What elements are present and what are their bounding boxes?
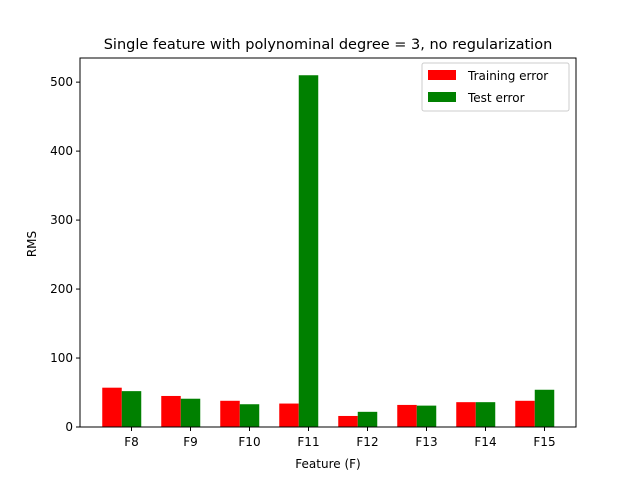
x-tick-label-f8: F8 (124, 435, 139, 449)
test-error-bar-f11 (298, 75, 319, 428)
x-tick-label-f9: F9 (183, 435, 198, 449)
training-error-bar-f12 (338, 415, 358, 427)
legend-swatch-training-error (428, 70, 456, 80)
y-axis-label: RMS (25, 231, 39, 257)
training-error-bar-f10 (220, 400, 240, 427)
plot-frame (79, 57, 577, 428)
x-tick-label-f11: F11 (297, 435, 319, 449)
legend-swatch-test-error (428, 92, 456, 102)
test-error-bar-f8 (121, 391, 142, 427)
test-error-bar-f15 (534, 389, 555, 427)
test-error-bar-f12 (357, 411, 378, 427)
test-error-bar-f13 (416, 405, 437, 427)
x-tick-label-f12: F12 (356, 435, 378, 449)
x-tick-label-f13: F13 (415, 435, 437, 449)
y-tick-label: 0 (65, 420, 73, 434)
x-tick-label-f14: F14 (474, 435, 496, 449)
legend: Training error Test error (421, 62, 570, 112)
legend-label-training-error: Training error (467, 69, 548, 83)
training-error-bar-f14 (456, 402, 476, 427)
x-tick-label-f10: F10 (238, 435, 260, 449)
training-error-bar-f11 (279, 403, 299, 427)
x-axis-ticks: F8 F9 F10 F11 F12 F13 F14 F15 (124, 427, 556, 449)
training-error-bar-f9 (161, 395, 181, 427)
y-tick-label: 200 (50, 282, 73, 296)
y-tick-label: 100 (50, 351, 73, 365)
training-error-bar-f15 (515, 400, 535, 427)
test-error-bar-f14 (475, 402, 496, 427)
plot-area (102, 75, 555, 428)
y-tick-label: 300 (50, 213, 73, 227)
training-error-bar-f13 (397, 404, 417, 427)
legend-box (421, 62, 570, 112)
x-tick-label-f15: F15 (533, 435, 555, 449)
chart-title: Single feature with polynominal degree =… (104, 37, 553, 53)
test-error-bar-f10 (239, 404, 260, 427)
legend-label-test-error: Test error (467, 91, 525, 105)
y-axis-ticks: 0 100 200 300 400 500 (50, 75, 80, 434)
x-axis-label: Feature (F) (295, 457, 360, 471)
training-error-bar-f8 (102, 387, 122, 427)
y-tick-label: 500 (50, 75, 73, 89)
y-tick-label: 400 (50, 144, 73, 158)
test-error-bar-f9 (180, 398, 201, 427)
